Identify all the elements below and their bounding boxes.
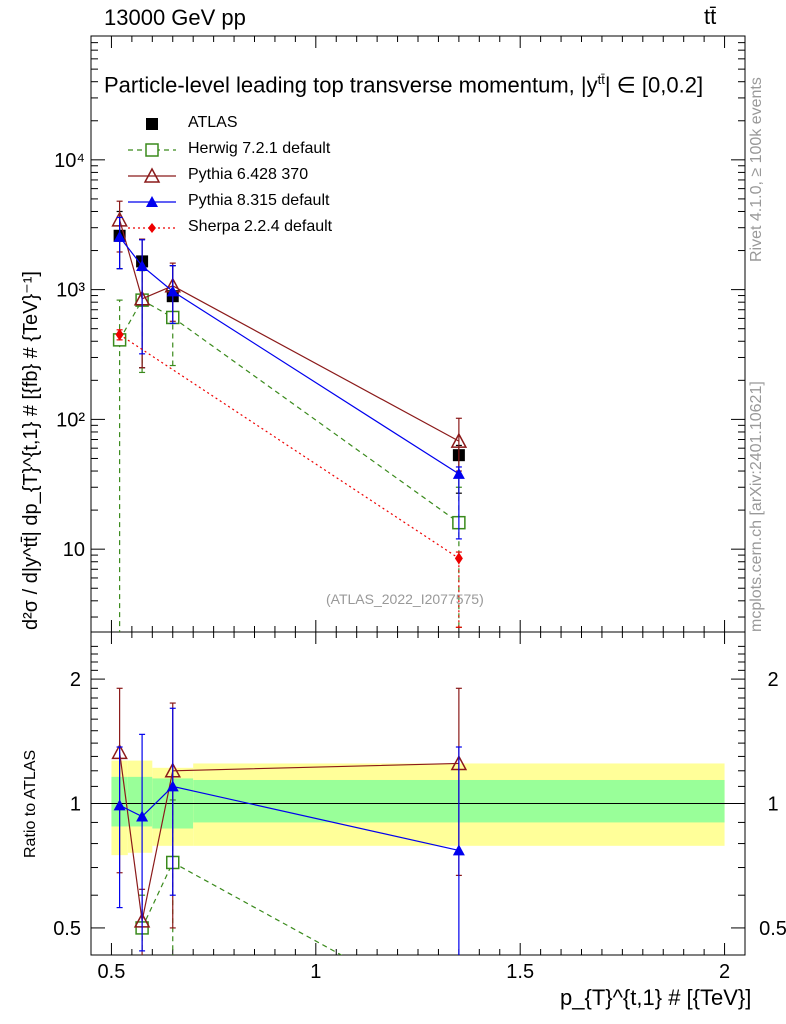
main-series <box>113 216 465 540</box>
main-y-tick-label: 10⁴ <box>54 150 85 172</box>
main-series-line <box>119 299 460 524</box>
main-series-line <box>119 334 460 559</box>
marker-pythia8 <box>146 196 158 207</box>
x-tick-label: 0.5 <box>98 961 126 983</box>
legend-entry-herwig <box>128 143 176 157</box>
energy-label: 13000 GeV pp <box>104 5 246 30</box>
ratio-y-tick-label: 0.5 <box>53 918 81 940</box>
marker-pythia8 <box>113 230 126 242</box>
ratio-y-tick-label-right: 0.5 <box>759 918 786 940</box>
marker-pythia6 <box>450 432 468 448</box>
main-series <box>115 328 463 628</box>
rivet-label: Rivet 4.1.0, ≥ 100k events <box>748 77 765 262</box>
main-y-tick-label: 10³ <box>56 280 85 302</box>
legend-entry-atlas <box>146 118 158 130</box>
plot-title-sup: tt̄ <box>597 72 605 87</box>
main-series-line <box>119 219 460 442</box>
mcplots-label: mcplots.cern.ch [arXiv:2401.10621] <box>748 381 765 632</box>
analysis-id: (ATLAS_2022_I2077575) <box>326 591 484 607</box>
ratio-series-line <box>141 861 343 955</box>
legend-entry-sherpa <box>128 223 176 233</box>
ratio-y-tick-label-right: 2 <box>767 669 778 691</box>
main-y-tick-label: 10 <box>63 539 85 561</box>
legend-herwig-label: Herwig 7.2.1 default <box>188 140 331 157</box>
process-label: tt̄ <box>704 4 717 29</box>
main-y-tick-label: 10² <box>56 409 85 431</box>
main-series <box>111 200 468 472</box>
marker-pythia6 <box>143 167 161 183</box>
legend-entry-pythia6 <box>128 167 176 183</box>
legend-atlas-label: ATLAS <box>188 114 238 131</box>
x-tick-label: 1.5 <box>506 961 534 983</box>
ratio-y-tick-label: 1 <box>70 794 81 816</box>
legend-pythia6-label: Pythia 6.428 370 <box>188 166 309 183</box>
marker-sherpa <box>148 223 156 233</box>
marker-sherpa <box>454 552 463 565</box>
marker-pythia8 <box>136 260 149 272</box>
ratio-series-line <box>119 785 460 852</box>
marker-atlas <box>146 118 158 130</box>
x-tick-label: 2 <box>719 961 730 983</box>
legend-sherpa-label: Sherpa 2.2.4 default <box>188 218 333 235</box>
marker-sherpa <box>115 328 124 341</box>
marker-pythia8 <box>113 799 126 811</box>
ratio-y-axis-label: Ratio to ATLAS <box>22 749 39 858</box>
plot-title-tail: | ∈ [0,0.2] <box>604 72 704 98</box>
main-series <box>113 210 465 494</box>
marker-herwig <box>145 143 159 157</box>
plot-title: Particle-level leading top transverse mo… <box>104 72 703 98</box>
main-y-axis-label: d²σ / d|y^tt̄| dp_{T}^{t,1} # [{fb} # {T… <box>20 271 42 630</box>
marker-pythia8 <box>166 285 179 297</box>
ratio-y-tick-label-right: 1 <box>767 794 778 816</box>
ratio-y-tick-label: 2 <box>70 669 81 691</box>
main-series-line <box>119 236 460 475</box>
marker-pythia8 <box>452 844 465 856</box>
marker-pythia8 <box>452 467 465 479</box>
x-tick-label: 1 <box>310 961 321 983</box>
main-series <box>112 270 466 632</box>
legend-entry-pythia8 <box>128 196 176 207</box>
marker-pythia8 <box>136 810 149 822</box>
plot-title-main: Particle-level leading top transverse mo… <box>104 72 598 98</box>
ratio-series <box>113 707 465 955</box>
ratio-series-line <box>119 752 459 922</box>
marker-herwig <box>453 1014 465 1024</box>
x-axis-label: p_{T}^{t,1} # [{TeV}] <box>560 985 752 1010</box>
marker-pythia8 <box>166 780 179 792</box>
legend-pythia8-label: Pythia 8.315 default <box>188 192 330 209</box>
